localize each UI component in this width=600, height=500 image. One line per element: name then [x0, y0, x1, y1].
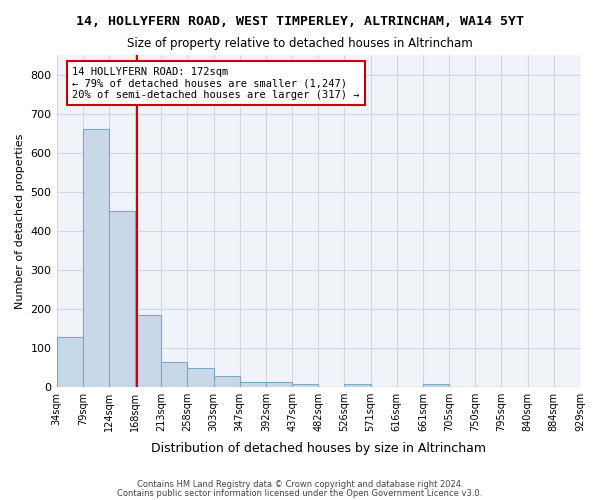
Bar [266, 382, 292, 386]
Bar [83, 129, 109, 386]
Bar [161, 362, 187, 386]
Bar [344, 384, 371, 386]
Bar [56, 337, 83, 386]
Bar [292, 384, 318, 386]
Bar [187, 368, 214, 386]
Bar [423, 384, 449, 386]
Text: 14 HOLLYFERN ROAD: 172sqm
← 79% of detached houses are smaller (1,247)
20% of se: 14 HOLLYFERN ROAD: 172sqm ← 79% of detac… [72, 66, 360, 100]
Bar [109, 211, 135, 386]
X-axis label: Distribution of detached houses by size in Altrincham: Distribution of detached houses by size … [151, 442, 486, 455]
Bar [214, 376, 240, 386]
Text: Contains HM Land Registry data © Crown copyright and database right 2024.: Contains HM Land Registry data © Crown c… [137, 480, 463, 489]
Bar [135, 315, 161, 386]
Y-axis label: Number of detached properties: Number of detached properties [15, 133, 25, 308]
Text: 14, HOLLYFERN ROAD, WEST TIMPERLEY, ALTRINCHAM, WA14 5YT: 14, HOLLYFERN ROAD, WEST TIMPERLEY, ALTR… [76, 15, 524, 28]
Text: Contains public sector information licensed under the Open Government Licence v3: Contains public sector information licen… [118, 488, 482, 498]
Text: Size of property relative to detached houses in Altrincham: Size of property relative to detached ho… [127, 38, 473, 51]
Bar [240, 382, 266, 386]
